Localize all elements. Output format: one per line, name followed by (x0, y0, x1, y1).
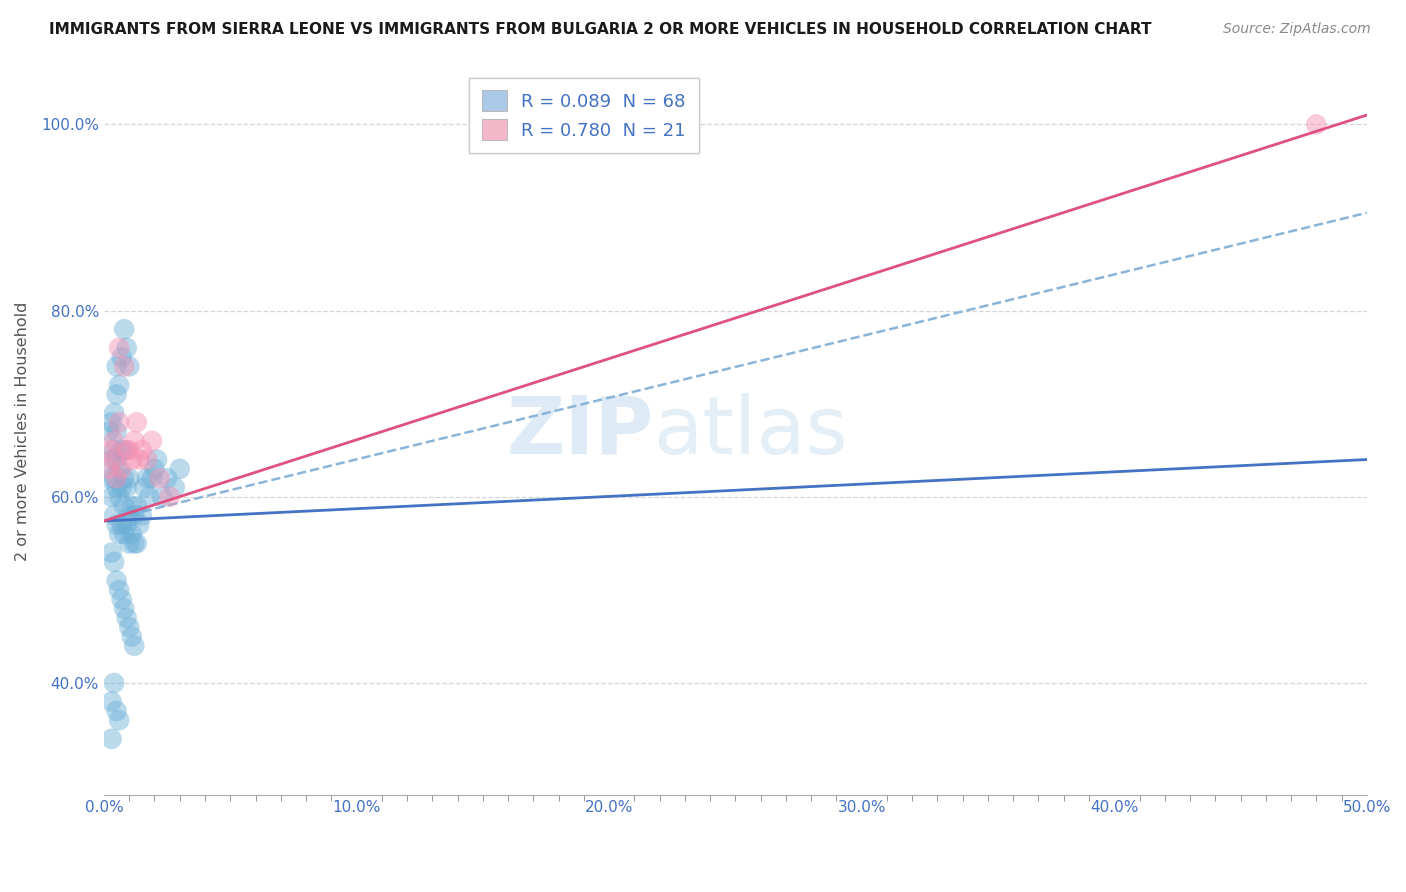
Point (128, 517, 150, 532)
Point (108, 490, 131, 504)
Point (131, 443, 153, 458)
Point (108, 415, 131, 429)
Point (115, 611, 138, 625)
Text: IMMIGRANTS FROM SIERRA LEONE VS IMMIGRANTS FROM BULGARIA 2 OR MORE VEHICLES IN H: IMMIGRANTS FROM SIERRA LEONE VS IMMIGRAN… (49, 22, 1152, 37)
Point (146, 452, 169, 467)
Point (105, 359, 128, 374)
Text: atlas: atlas (654, 392, 848, 471)
Text: Source: ZipAtlas.com: Source: ZipAtlas.com (1223, 22, 1371, 37)
Point (125, 499, 148, 513)
Y-axis label: 2 or more Vehicles in Household: 2 or more Vehicles in Household (15, 301, 30, 561)
Point (108, 527, 131, 541)
Point (115, 480, 138, 494)
Point (111, 592, 134, 607)
Point (112, 499, 135, 513)
Point (105, 387, 128, 401)
Point (98, 462, 121, 476)
Point (148, 471, 170, 485)
Point (111, 443, 134, 458)
Point (135, 471, 157, 485)
Point (111, 350, 134, 364)
Point (98, 425, 121, 439)
Point (108, 462, 131, 476)
Point (124, 434, 146, 448)
Legend: R = 0.089  N = 68, R = 0.780  N = 21: R = 0.089 N = 68, R = 0.780 N = 21 (470, 78, 699, 153)
Point (100, 443, 122, 458)
Point (141, 434, 163, 448)
Point (115, 341, 138, 355)
Point (143, 462, 166, 476)
Point (100, 731, 122, 746)
Point (124, 639, 146, 653)
Point (105, 517, 128, 532)
Point (121, 527, 143, 541)
Point (100, 415, 122, 429)
Point (169, 462, 191, 476)
Point (138, 490, 160, 504)
Point (125, 415, 148, 429)
Point (111, 462, 134, 476)
Point (150, 490, 173, 504)
Point (100, 546, 122, 560)
Point (108, 378, 131, 392)
Point (1305, 117, 1327, 131)
Point (118, 508, 141, 523)
Point (111, 517, 134, 532)
Text: ZIP: ZIP (506, 392, 654, 471)
Point (112, 443, 135, 458)
Point (118, 536, 141, 550)
Point (100, 452, 122, 467)
Point (112, 527, 135, 541)
Point (118, 471, 141, 485)
Point (118, 620, 141, 634)
Point (112, 359, 135, 374)
Point (135, 452, 157, 467)
Point (124, 536, 146, 550)
Point (118, 443, 141, 458)
Point (108, 713, 131, 727)
Point (103, 471, 125, 485)
Point (111, 480, 134, 494)
Point (105, 704, 128, 718)
Point (115, 443, 138, 458)
Point (108, 582, 131, 597)
Point (105, 425, 128, 439)
Point (112, 601, 135, 615)
Point (105, 574, 128, 588)
Point (156, 471, 179, 485)
Point (103, 443, 125, 458)
Point (163, 480, 186, 494)
Point (115, 517, 138, 532)
Point (98, 471, 121, 485)
Point (103, 452, 125, 467)
Point (105, 480, 128, 494)
Point (103, 434, 125, 448)
Point (121, 452, 143, 467)
Point (159, 490, 181, 504)
Point (128, 452, 150, 467)
Point (124, 508, 146, 523)
Point (125, 536, 148, 550)
Point (131, 508, 153, 523)
Point (108, 341, 131, 355)
Point (105, 471, 128, 485)
Point (134, 480, 156, 494)
Point (118, 359, 141, 374)
Point (103, 676, 125, 690)
Point (100, 490, 122, 504)
Point (105, 452, 128, 467)
Point (112, 471, 135, 485)
Point (103, 406, 125, 420)
Point (121, 499, 143, 513)
Point (100, 695, 122, 709)
Point (103, 508, 125, 523)
Point (121, 629, 143, 643)
Point (141, 471, 163, 485)
Point (103, 555, 125, 569)
Point (112, 322, 135, 336)
